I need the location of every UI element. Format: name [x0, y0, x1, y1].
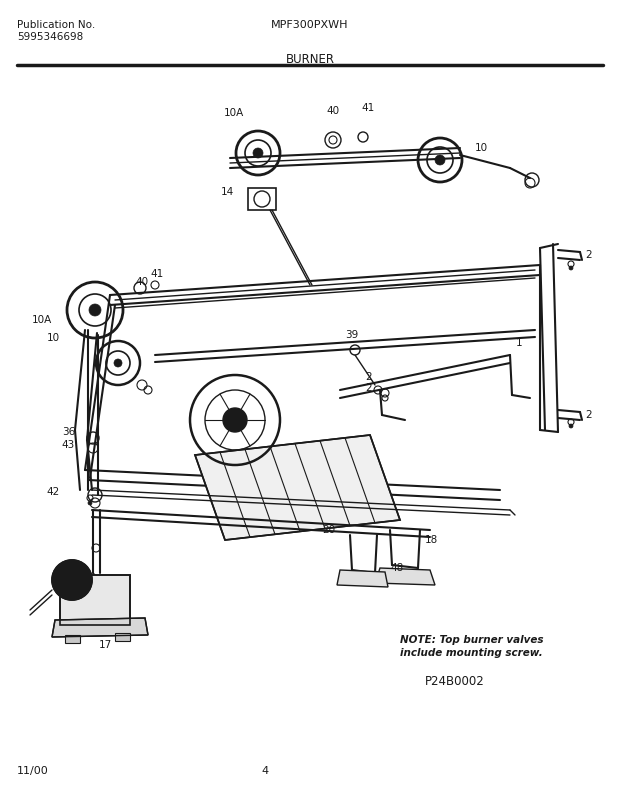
Circle shape [52, 560, 92, 600]
Text: 2: 2 [365, 372, 372, 382]
Text: 2: 2 [365, 383, 372, 393]
Bar [248, 188, 276, 210]
Text: 36: 36 [62, 427, 75, 437]
Circle shape [435, 155, 445, 165]
Text: 43: 43 [62, 440, 75, 450]
Text: 41: 41 [361, 103, 374, 113]
Bar [65, 635, 80, 643]
Text: 10A: 10A [224, 108, 244, 118]
Text: MPF300PXWH: MPF300PXWH [272, 20, 348, 30]
Text: NOTE: Top burner valves: NOTE: Top burner valves [400, 635, 544, 645]
Circle shape [253, 148, 263, 158]
Circle shape [223, 408, 247, 432]
Polygon shape [375, 568, 435, 585]
Text: 1: 1 [516, 338, 523, 348]
Text: 4: 4 [262, 766, 268, 776]
Text: 20: 20 [322, 525, 335, 535]
Bar [60, 575, 130, 625]
Text: 14: 14 [221, 187, 234, 197]
Circle shape [230, 415, 240, 425]
Text: 2: 2 [585, 250, 591, 260]
Polygon shape [52, 618, 148, 637]
Circle shape [88, 501, 92, 505]
Text: 10: 10 [47, 333, 60, 343]
Text: 2: 2 [585, 410, 591, 420]
Circle shape [114, 359, 122, 367]
Text: 5995346698: 5995346698 [17, 32, 83, 42]
Text: 42: 42 [46, 487, 60, 497]
Bar [60, 575, 130, 625]
Circle shape [569, 266, 573, 270]
Text: Publication No.: Publication No. [17, 20, 95, 30]
Circle shape [569, 424, 573, 428]
Text: 40: 40 [327, 106, 340, 116]
Text: 41: 41 [150, 269, 163, 279]
Polygon shape [337, 570, 388, 587]
Text: 18: 18 [425, 535, 438, 545]
Text: 10A: 10A [32, 315, 52, 325]
Circle shape [89, 304, 101, 316]
Text: include mounting screw.: include mounting screw. [400, 648, 542, 658]
Text: BURNER: BURNER [285, 53, 335, 66]
Text: 39: 39 [345, 330, 358, 340]
Polygon shape [195, 435, 400, 540]
Text: 40: 40 [135, 277, 148, 287]
Text: 17: 17 [99, 640, 112, 650]
Bar [115, 633, 130, 641]
Text: 10: 10 [475, 143, 488, 153]
Text: 11/00: 11/00 [17, 766, 49, 776]
Text: P24B0002: P24B0002 [425, 675, 485, 688]
Text: 48: 48 [390, 563, 403, 573]
